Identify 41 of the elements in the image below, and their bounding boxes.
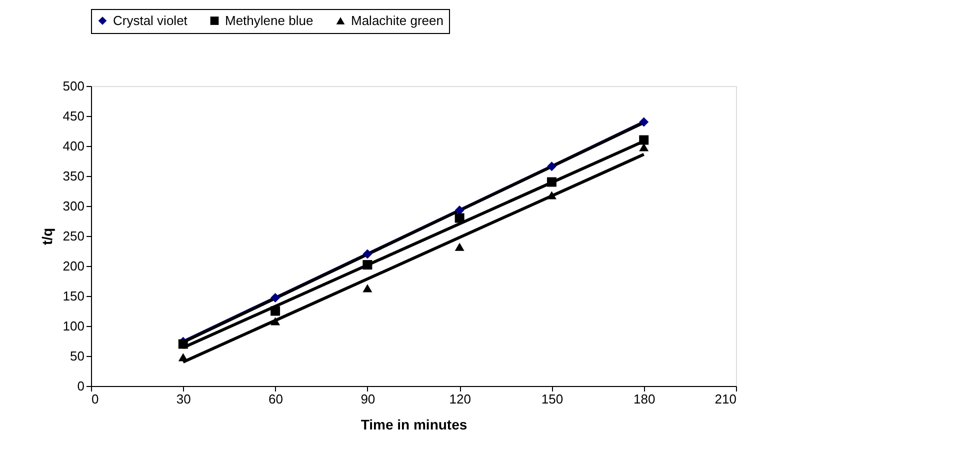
y-tick-label: 100 (62, 318, 84, 334)
y-tick-label: 400 (62, 138, 84, 154)
point (454, 242, 464, 251)
x-tick-label: 210 (714, 392, 736, 406)
legend-label: Crystal violet (113, 12, 188, 28)
y-tick-label: 300 (62, 198, 84, 214)
y-tick-label: 350 (62, 168, 84, 184)
point (178, 353, 188, 362)
point (546, 162, 556, 172)
x-tick-label: 180 (634, 392, 656, 406)
x-tick-label: 120 (449, 392, 471, 406)
y-tick-label: 450 (62, 108, 84, 124)
y-tick-label: 150 (62, 288, 84, 304)
point (362, 260, 372, 270)
x-tick-label: 60 (268, 392, 284, 406)
legend-label: Methylene blue (225, 12, 314, 28)
y-tick-label: 200 (62, 258, 84, 274)
point (270, 317, 280, 326)
legend-label: Malachite green (351, 12, 444, 28)
point (454, 213, 464, 223)
y-tick-label: 50 (70, 348, 84, 364)
point (362, 284, 372, 292)
point (546, 191, 556, 200)
point (639, 143, 649, 152)
x-axis-title: Time in minutes (360, 416, 468, 432)
y-axis-title: t/q (38, 228, 55, 246)
point (639, 117, 649, 127)
y-tick-label: 250 (62, 228, 84, 244)
point (639, 135, 649, 145)
point (270, 306, 280, 316)
point (454, 205, 464, 215)
y-tick-label: 0 (77, 378, 84, 394)
point (178, 339, 188, 349)
x-tick-label: 0 (92, 392, 99, 406)
x-tick-label: 150 (541, 392, 564, 406)
x-tick-label: 90 (360, 392, 376, 406)
x-tick-label: 30 (176, 392, 191, 406)
point (362, 249, 372, 259)
y-tick-label: 500 (62, 78, 84, 94)
point (270, 293, 280, 303)
point (546, 177, 556, 187)
